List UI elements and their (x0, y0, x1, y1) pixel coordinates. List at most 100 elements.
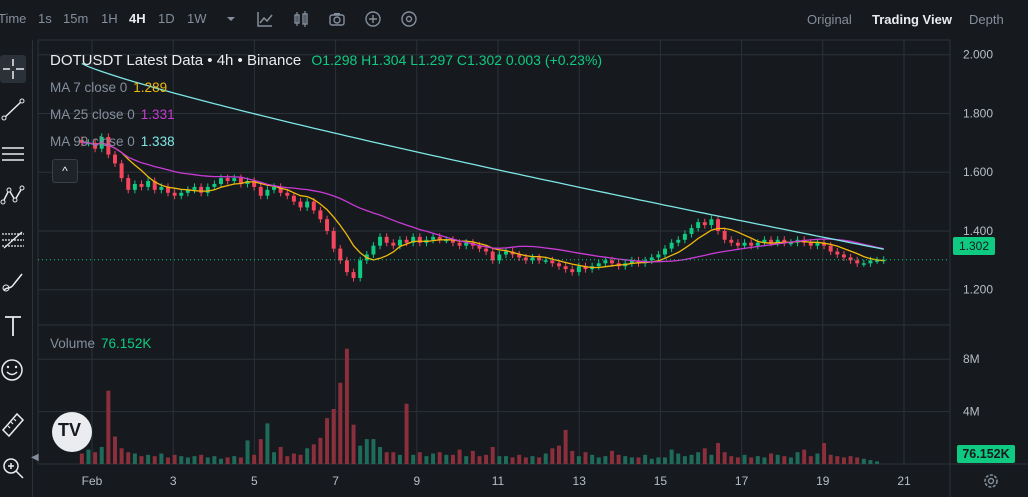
horizontal-lines-icon[interactable] (0, 140, 28, 168)
candle (265, 189, 270, 196)
settings-circle-icon[interactable] (400, 10, 418, 28)
volume-bar (517, 454, 522, 464)
pattern-icon[interactable] (0, 182, 28, 210)
volume-bar (722, 452, 727, 464)
chevron-down-icon[interactable] (222, 10, 240, 28)
candle (457, 242, 462, 246)
ma99-legend[interactable]: MA 99 close 0 1.338 (50, 134, 175, 149)
candle (252, 181, 257, 187)
candle (258, 186, 263, 196)
volume-bar (470, 450, 475, 464)
candle (285, 192, 290, 196)
volume-bar (769, 453, 774, 464)
price-tick-label: 1.200 (963, 283, 993, 297)
volume-bar (656, 457, 661, 464)
interval-1h[interactable]: 1H (101, 11, 118, 26)
brush-icon[interactable] (0, 268, 28, 296)
camera-icon[interactable] (328, 10, 346, 28)
candle (497, 254, 502, 261)
tradingview-logo[interactable]: TV (52, 412, 92, 452)
volume-bar (106, 390, 111, 464)
emoji-icon[interactable] (0, 356, 28, 384)
candle (828, 245, 833, 252)
candle (596, 263, 601, 267)
candle (205, 186, 210, 193)
volume-bar (802, 449, 807, 464)
zoom-icon[interactable] (0, 454, 28, 482)
volume-bar (828, 454, 833, 464)
candle (762, 239, 767, 243)
interval-1d[interactable]: 1D (158, 11, 175, 26)
fib-icon[interactable] (0, 226, 28, 254)
candle (272, 186, 277, 190)
candle (126, 178, 131, 190)
time-label[interactable]: Time (0, 11, 27, 26)
volume-bar (709, 454, 714, 464)
ruler-icon[interactable] (0, 410, 28, 438)
volume-bar (139, 456, 144, 464)
tab-trading-view[interactable]: Trading View (872, 12, 952, 27)
collapse-legend-button[interactable]: ^ (52, 159, 78, 183)
time-tick-label: 13 (573, 474, 587, 488)
volume-tick-label: 4M (963, 405, 980, 419)
candle (278, 186, 283, 193)
volume-bar (338, 382, 343, 464)
tab-original[interactable]: Original (807, 12, 852, 27)
volume-bar (311, 444, 316, 464)
candle (338, 248, 343, 261)
volume-bar (530, 456, 535, 464)
volume-bar (497, 456, 502, 464)
candle (417, 236, 422, 243)
candle (132, 183, 137, 190)
interval-1s[interactable]: 1s (38, 11, 52, 26)
candle (159, 186, 164, 190)
candle (450, 239, 455, 243)
volume-bar (344, 348, 349, 464)
interval-15m[interactable]: 15m (63, 11, 89, 26)
candle (583, 266, 588, 270)
volume-bar (755, 456, 760, 464)
indicators-icon[interactable] (292, 10, 310, 28)
ma25-legend[interactable]: MA 25 close 0 1.331 (50, 107, 175, 122)
tab-depth[interactable]: Depth (969, 12, 1004, 27)
add-icon[interactable] (364, 10, 382, 28)
candle (86, 142, 91, 145)
interval-1w[interactable]: 1W (187, 11, 207, 26)
volume-bar (537, 457, 542, 464)
volume-bar (146, 454, 151, 464)
volume-bar (457, 449, 462, 464)
candle (875, 260, 880, 262)
candle (749, 242, 754, 246)
volume-bar (378, 446, 383, 464)
candle (769, 239, 774, 243)
candle (669, 242, 674, 249)
volume-bar (477, 456, 482, 464)
text-icon[interactable] (0, 312, 28, 340)
candle-type-icon[interactable] (256, 10, 274, 28)
crosshair-icon[interactable] (0, 55, 28, 83)
gear-icon[interactable] (982, 472, 1000, 490)
time-tick-label: 3 (170, 474, 177, 488)
volume-bar (689, 454, 694, 464)
candle (490, 251, 495, 261)
trend-line-icon[interactable] (0, 95, 28, 123)
candle (576, 266, 581, 273)
ohlc-values: O1.298 H1.304 L1.297 C1.302 0.003 (+0.23… (311, 52, 603, 68)
candle (682, 233, 687, 240)
time-tick-label: 11 (492, 474, 505, 488)
candle (404, 239, 409, 243)
candle (676, 239, 681, 243)
ma7-legend[interactable]: MA 7 close 0 1.289 (50, 80, 167, 95)
volume-bar (835, 456, 840, 464)
volume-bar (543, 453, 548, 464)
candle (550, 260, 555, 264)
candle (808, 242, 813, 246)
volume-bar (272, 452, 277, 464)
interval-4h[interactable]: 4H (129, 11, 146, 26)
volume-bar (93, 452, 98, 464)
volume-bar (397, 454, 402, 464)
scroll-left-icon[interactable]: ◀ (31, 452, 39, 463)
volume-bar (358, 445, 363, 464)
volume-bar (126, 452, 131, 464)
